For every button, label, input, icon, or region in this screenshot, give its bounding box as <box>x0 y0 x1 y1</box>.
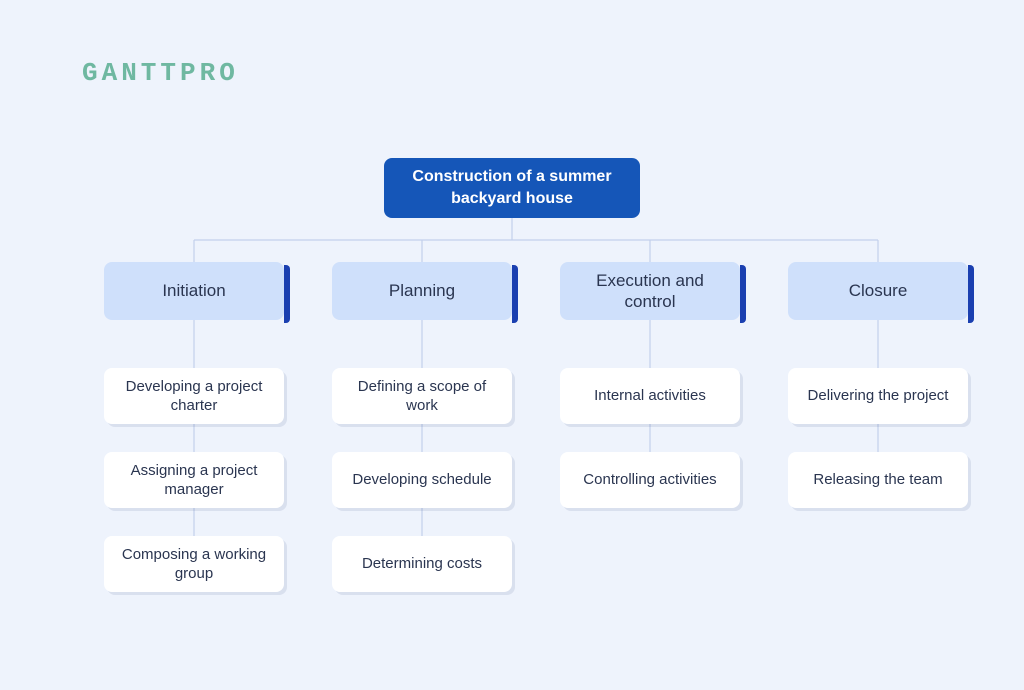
task-label: Delivering the project <box>808 386 949 406</box>
task-node: Determining costs <box>332 536 512 592</box>
phase-label: Initiation <box>162 280 225 301</box>
phase-node-execution: Execution and control <box>560 262 740 320</box>
task-label: Composing a working group <box>118 545 270 584</box>
task-label: Developing schedule <box>352 470 491 490</box>
phase-node-closure: Closure <box>788 262 968 320</box>
phase-label: Planning <box>389 280 455 301</box>
phase-accent <box>740 265 746 323</box>
phase-accent <box>968 265 974 323</box>
task-node: Assigning a project manager <box>104 452 284 508</box>
task-label: Assigning a project manager <box>118 461 270 500</box>
task-label: Internal activities <box>594 386 706 406</box>
task-node: Defining a scope of work <box>332 368 512 424</box>
phase-label: Closure <box>849 280 908 301</box>
task-label: Releasing the team <box>813 470 942 490</box>
task-label: Developing a project charter <box>118 377 270 416</box>
task-label: Controlling activities <box>583 470 716 490</box>
phase-node-initiation: Initiation <box>104 262 284 320</box>
task-node: Controlling activities <box>560 452 740 508</box>
task-node: Releasing the team <box>788 452 968 508</box>
brand-logo: GANTTPRO <box>82 58 239 88</box>
root-label: Construction of a summer backyard house <box>402 166 622 209</box>
task-node: Developing schedule <box>332 452 512 508</box>
task-node: Delivering the project <box>788 368 968 424</box>
task-node: Internal activities <box>560 368 740 424</box>
task-label: Determining costs <box>362 554 482 574</box>
phase-accent <box>284 265 290 323</box>
task-label: Defining a scope of work <box>346 377 498 416</box>
phase-accent <box>512 265 518 323</box>
task-node: Developing a project charter <box>104 368 284 424</box>
task-node: Composing a working group <box>104 536 284 592</box>
root-node: Construction of a summer backyard house <box>384 158 640 218</box>
phase-node-planning: Planning <box>332 262 512 320</box>
phase-label: Execution and control <box>570 270 730 313</box>
